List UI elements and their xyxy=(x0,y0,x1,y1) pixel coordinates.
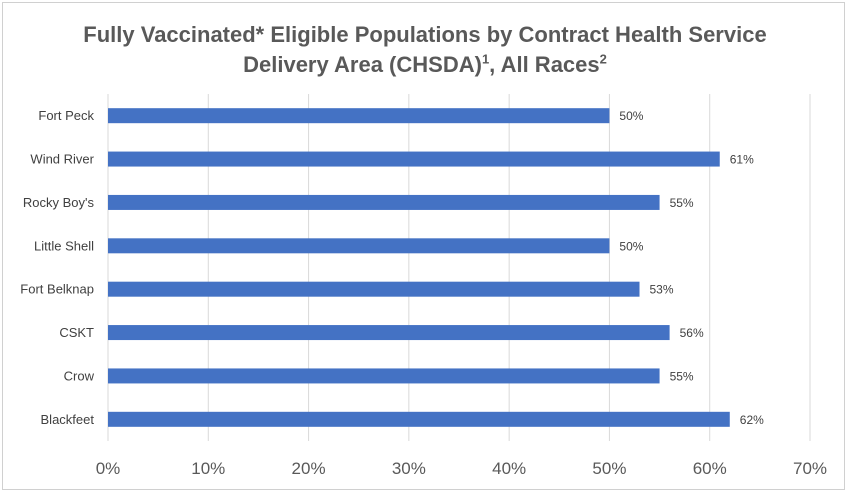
data-label: 62% xyxy=(740,413,764,427)
x-tick-label: 0% xyxy=(96,459,121,478)
data-label: 55% xyxy=(670,369,694,383)
category-label: Blackfeet xyxy=(41,412,95,427)
x-tick-label: 50% xyxy=(592,459,626,478)
bar-1 xyxy=(108,151,720,167)
data-label: 53% xyxy=(650,283,674,297)
chart-title: Fully Vaccinated* Eligible Populations b… xyxy=(0,20,850,80)
data-label: 55% xyxy=(670,196,694,210)
category-label: Crow xyxy=(64,368,95,383)
x-tick-label: 30% xyxy=(392,459,426,478)
bar-6 xyxy=(108,368,660,384)
category-label: Fort Peck xyxy=(38,108,94,123)
x-tick-label: 20% xyxy=(292,459,326,478)
category-label: Fort Belknap xyxy=(20,282,94,297)
bar-5 xyxy=(108,325,670,341)
bar-2 xyxy=(108,194,660,210)
grid-layer xyxy=(107,94,811,441)
data-label: 50% xyxy=(619,109,643,123)
data-label: 61% xyxy=(730,153,754,167)
bar-4 xyxy=(108,281,640,297)
x-tick-label: 70% xyxy=(793,459,827,478)
category-label: CSKT xyxy=(59,325,94,340)
label-layer: 0% 10% 20% 30% 40% 50% 60% 70% Fort Peck 50% Wind … xyxy=(20,108,827,478)
chart-title-sup2: 2 xyxy=(599,51,607,67)
category-label: Rocky Boy's xyxy=(23,195,95,210)
chart-title-line2-main: Delivery Area (CHSDA) xyxy=(243,52,482,77)
data-label: 56% xyxy=(680,326,704,340)
bar-0 xyxy=(108,108,610,124)
bar-7 xyxy=(108,411,730,427)
x-tick-label: 40% xyxy=(492,459,526,478)
chart-title-line2: Delivery Area (CHSDA)1, All Races2 xyxy=(0,50,850,80)
chart-title-line1: Fully Vaccinated* Eligible Populations b… xyxy=(83,22,767,47)
data-label: 50% xyxy=(619,239,643,253)
x-tick-label: 10% xyxy=(191,459,225,478)
bar-layer xyxy=(108,108,730,427)
chart-title-sup1: 1 xyxy=(481,51,490,67)
chart-title-line2-mid: , All Races xyxy=(489,52,600,77)
category-label: Little Shell xyxy=(34,238,94,253)
bar-3 xyxy=(108,238,610,254)
category-label: Wind River xyxy=(30,152,94,167)
x-tick-label: 60% xyxy=(693,459,727,478)
